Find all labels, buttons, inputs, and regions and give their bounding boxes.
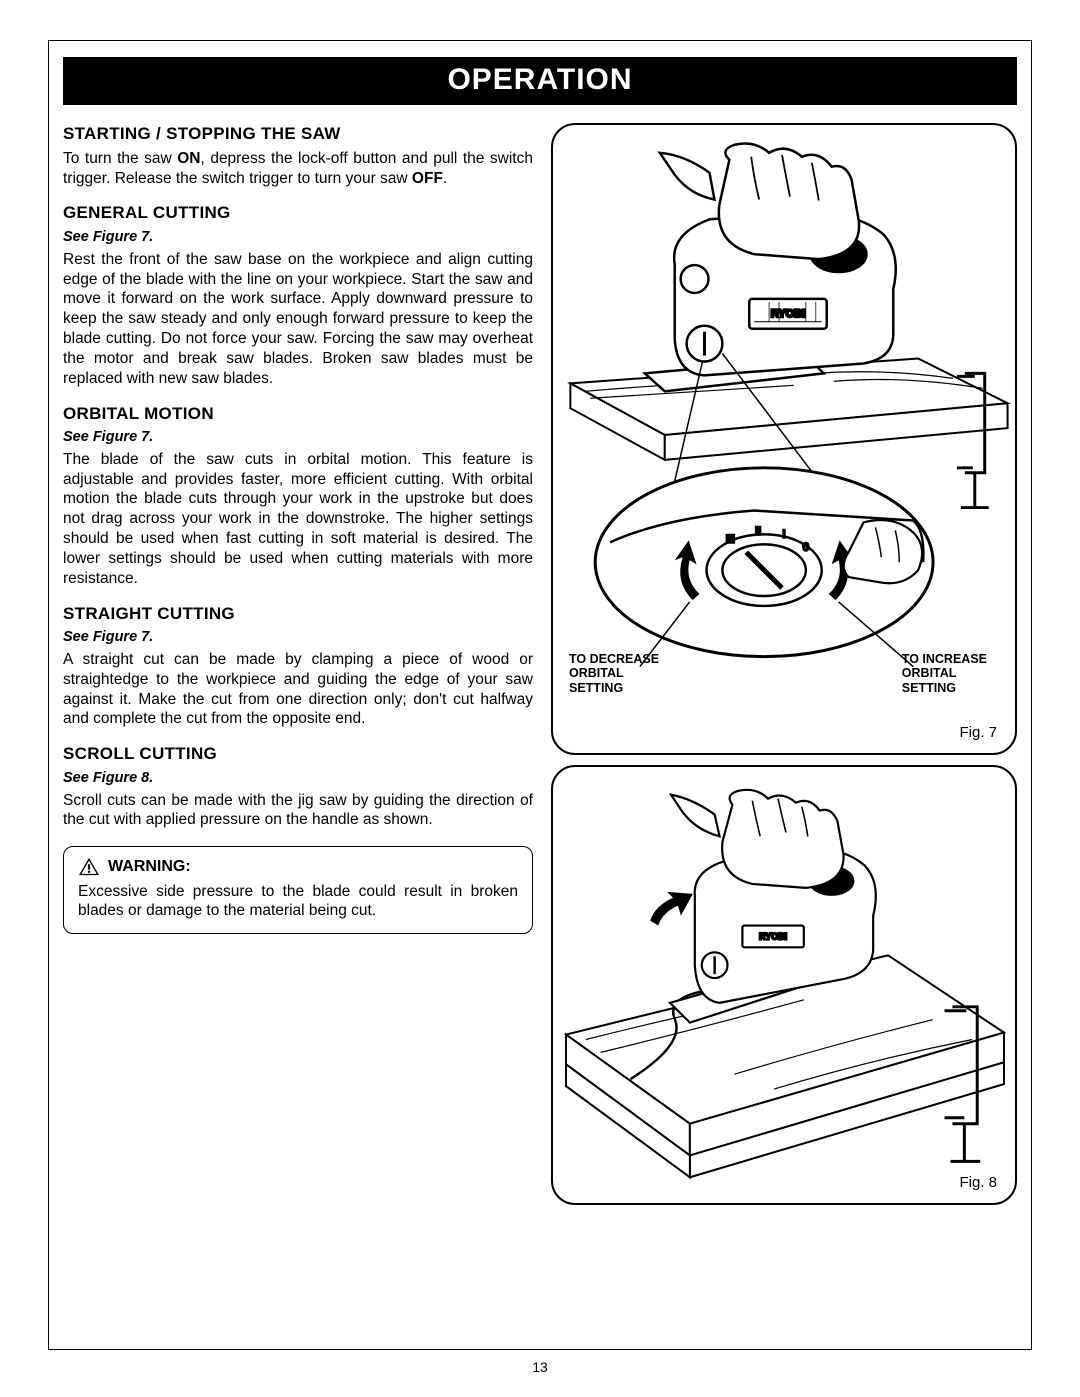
svg-text:RYOBI: RYOBI <box>759 931 787 941</box>
warning-heading: WARNING: <box>78 857 518 877</box>
warning-label: WARNING: <box>108 857 191 877</box>
figure-7: RYOBI <box>551 123 1017 755</box>
figure-7-caption: Fig. 7 <box>959 724 997 741</box>
svg-text:RYOBI: RYOBI <box>771 308 805 320</box>
heading-straight: STRAIGHT CUTTING <box>63 603 533 625</box>
page-number: 13 <box>532 1359 548 1375</box>
svg-text:I: I <box>782 528 785 540</box>
svg-text:III: III <box>726 533 735 545</box>
warning-box: WARNING: Excessive side pressure to the … <box>63 846 533 934</box>
figref-general: See Figure 7. <box>63 228 533 247</box>
callout-increase: TO INCREASE ORBITAL SETTING <box>902 652 987 695</box>
figure-8-illustration: RYOBI <box>553 767 1015 1203</box>
heading-general: GENERAL CUTTING <box>63 202 533 224</box>
heading-starting: STARTING / STOPPING THE SAW <box>63 123 533 145</box>
svg-text:0: 0 <box>803 541 809 553</box>
text-general: Rest the front of the saw base on the wo… <box>63 250 533 389</box>
content-columns: STARTING / STOPPING THE SAW To turn the … <box>49 105 1031 1205</box>
svg-text:II: II <box>755 525 761 537</box>
text-straight: A straight cut can be made by clamping a… <box>63 650 533 729</box>
warning-triangle-icon <box>78 857 100 877</box>
text-orbital: The blade of the saw cuts in orbital mot… <box>63 450 533 589</box>
callout-decrease: TO DECREASE ORBITAL SETTING <box>569 652 659 695</box>
right-column: RYOBI <box>551 123 1017 1205</box>
figref-scroll: See Figure 8. <box>63 769 533 788</box>
text-starting: To turn the saw ON, depress the lock-off… <box>63 149 533 189</box>
heading-scroll: SCROLL CUTTING <box>63 743 533 765</box>
warning-body: Excessive side pressure to the blade cou… <box>78 882 518 922</box>
page-title: OPERATION <box>63 57 1017 105</box>
figref-orbital: See Figure 7. <box>63 428 533 447</box>
text-scroll: Scroll cuts can be made with the jig saw… <box>63 791 533 831</box>
page-border: OPERATION STARTING / STOPPING THE SAW To… <box>48 40 1032 1350</box>
figure-8-caption: Fig. 8 <box>959 1174 997 1191</box>
heading-orbital: ORBITAL MOTION <box>63 403 533 425</box>
left-column: STARTING / STOPPING THE SAW To turn the … <box>63 123 533 1205</box>
figref-straight: See Figure 7. <box>63 628 533 647</box>
figure-8: RYOBI Fig. 8 <box>551 765 1017 1205</box>
